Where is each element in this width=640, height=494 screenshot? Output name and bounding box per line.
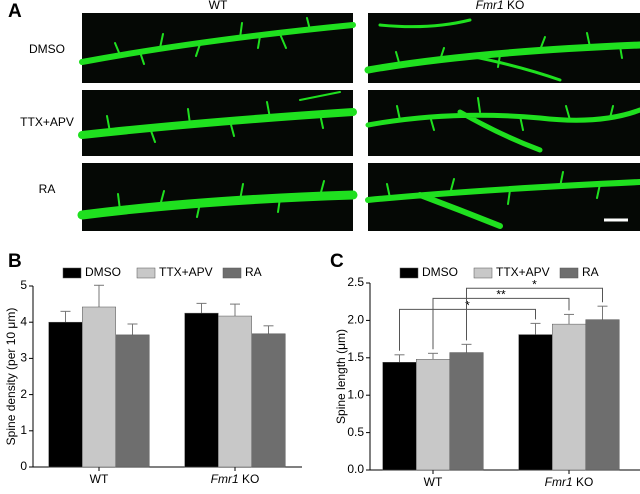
legend-label: DMSO (422, 265, 458, 279)
row-label: DMSO (29, 42, 65, 56)
spines (117, 180, 325, 218)
y-tick-label: 1.0 (347, 387, 364, 401)
image (368, 90, 640, 156)
y-tick-label: 0.0 (347, 462, 364, 476)
dendrite (77, 190, 358, 220)
image (82, 13, 353, 83)
y-tick-label: 2.5 (347, 275, 364, 289)
panel-label: C (330, 251, 344, 272)
x-tick-label: Fmr1 KO (545, 475, 594, 489)
y-tick-label: 3 (20, 351, 27, 365)
significance-bracket (399, 308, 536, 351)
y-tick-label: 1.5 (347, 350, 364, 364)
legend-swatch (136, 267, 156, 279)
x-tick-label: WT (424, 475, 443, 489)
bar (218, 315, 252, 468)
panel-label: B (8, 251, 22, 272)
bar (251, 333, 286, 468)
dendrite (378, 18, 562, 82)
x-tick-label: Fmr1 KO (211, 472, 260, 486)
significance-label: ** (496, 288, 506, 302)
bar (518, 334, 553, 471)
micrographs (77, 13, 640, 231)
y-tick-label: 5 (20, 278, 27, 292)
legend-label: DMSO (85, 265, 121, 279)
spines (395, 32, 623, 68)
legend-label: RA (582, 265, 599, 279)
y-tick-label: 0 (20, 459, 27, 473)
bar (115, 334, 150, 468)
bar (184, 312, 219, 468)
y-tick-label: 2.0 (347, 313, 364, 327)
legend-label: TTX+APV (496, 265, 550, 279)
bar (552, 323, 586, 471)
spines (114, 17, 311, 65)
bar (585, 319, 620, 471)
dendrite (79, 22, 356, 65)
row-label: RA (39, 182, 56, 196)
bar (416, 359, 450, 471)
column-label: Fmr1 KO (476, 0, 525, 12)
row-label: TTX+APV (20, 115, 74, 129)
legend-swatch (473, 267, 493, 279)
spines (396, 97, 614, 131)
bar (48, 321, 83, 468)
spines (106, 91, 341, 143)
significance-bracket (466, 287, 603, 341)
bar (449, 352, 484, 471)
dendrite (365, 179, 640, 229)
legend-swatch (62, 267, 82, 279)
y-tick-label: 4 (20, 314, 27, 328)
y-tick-label: 1 (20, 423, 27, 437)
y-axis-label: Spine density (per 10 μm) (4, 308, 18, 446)
y-axis-label: Spine length (μm) (334, 329, 348, 424)
significance-label: * (465, 299, 470, 313)
y-tick-label: 2 (20, 387, 27, 401)
legend-label: TTX+APV (159, 265, 213, 279)
significance-label: * (532, 277, 537, 291)
dendrite (364, 41, 640, 74)
panel-label: A (8, 1, 22, 22)
dendrite (78, 108, 357, 139)
bar (382, 362, 417, 471)
column-label: WT (209, 0, 228, 12)
bar (82, 306, 116, 468)
legend-label: RA (245, 265, 262, 279)
legend-swatch (399, 267, 419, 279)
legend-swatch (222, 267, 242, 279)
significance-bracket (432, 297, 570, 350)
x-tick-label: WT (90, 472, 109, 486)
legend-swatch (559, 267, 579, 279)
spines (386, 171, 601, 205)
y-tick-label: 0.5 (347, 425, 364, 439)
